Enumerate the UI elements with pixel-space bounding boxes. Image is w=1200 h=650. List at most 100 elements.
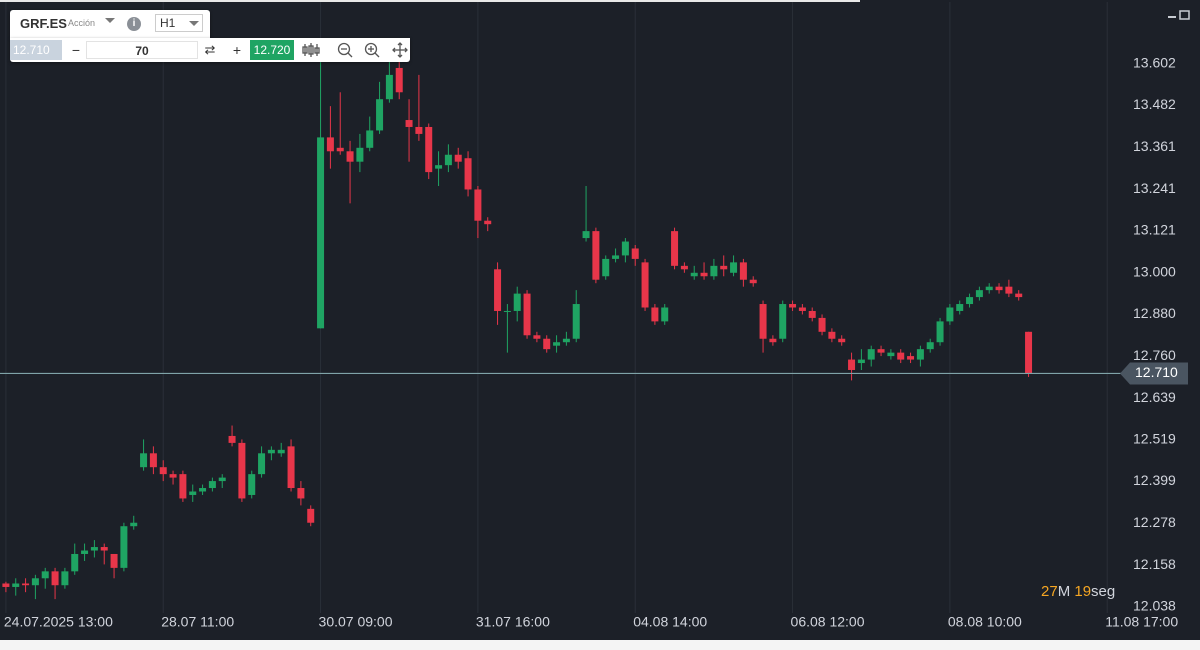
y-tick-label: 13.121 <box>1133 221 1176 237</box>
y-tick-label: 12.038 <box>1133 597 1176 613</box>
chart-type-button[interactable] <box>302 43 320 57</box>
candle-body <box>494 269 502 311</box>
candle-body <box>218 477 226 482</box>
candle-body <box>356 147 364 162</box>
symbol-dropdown[interactable] <box>105 18 115 23</box>
candle-body <box>975 290 983 298</box>
toolbar-top: GRF.ES Acción i H1 <box>10 10 210 38</box>
info-button[interactable]: i <box>127 17 141 31</box>
candle-body <box>680 265 688 270</box>
x-tick-label: 04.08 14:00 <box>633 614 707 630</box>
candle-body <box>287 446 295 489</box>
candle-body <box>621 241 629 256</box>
candle-body <box>848 359 856 370</box>
candle-body <box>71 553 79 572</box>
candle-body <box>936 321 944 343</box>
candle-body <box>690 272 698 277</box>
candle-body <box>248 474 256 495</box>
candle-body <box>376 99 384 131</box>
candle-body <box>51 571 59 586</box>
x-tick-label: 24.07.2025 13:00 <box>4 614 113 630</box>
candle-body <box>159 467 167 475</box>
y-tick-label: 12.158 <box>1133 556 1176 572</box>
zoom-out-button[interactable] <box>337 42 353 58</box>
timeframe-caret <box>189 21 199 26</box>
candle-body <box>258 453 266 475</box>
candle-body <box>425 126 433 173</box>
candle-body <box>838 338 846 343</box>
y-tick-label: 12.880 <box>1133 305 1176 321</box>
bid-price[interactable]: 12.710 <box>10 40 62 60</box>
maximize-icon[interactable] <box>1179 10 1190 20</box>
candle-body <box>385 74 393 100</box>
candle-body <box>592 231 600 280</box>
bottom-strip <box>0 640 1200 650</box>
candle-body <box>1025 331 1033 374</box>
candle-body <box>995 286 1003 291</box>
candle-body <box>199 488 207 492</box>
pan-button[interactable] <box>392 42 408 58</box>
candle-body <box>769 338 777 343</box>
candle-body <box>582 231 590 239</box>
increase-button[interactable]: + <box>232 42 242 58</box>
candle-body <box>720 265 728 270</box>
candle-body <box>877 349 885 353</box>
zoom-in-button[interactable] <box>364 42 380 58</box>
y-tick-label: 12.519 <box>1133 430 1176 446</box>
candle-body <box>631 248 639 259</box>
candle-body <box>366 130 374 148</box>
candle-body <box>553 342 561 346</box>
quantity-input[interactable]: 70 <box>86 41 198 59</box>
decrease-button[interactable]: − <box>71 42 81 58</box>
y-tick-label: 12.399 <box>1133 472 1176 488</box>
ask-price[interactable]: 12.720 <box>250 40 294 60</box>
y-tick-label: 12.278 <box>1133 514 1176 530</box>
countdown-seconds: 19 <box>1074 583 1092 600</box>
y-tick-label: 13.361 <box>1133 138 1176 154</box>
candle-body <box>2 583 10 587</box>
candle-body <box>700 272 708 277</box>
candle-body <box>326 137 334 152</box>
candle-body <box>602 258 610 277</box>
candle-body <box>533 335 541 339</box>
candle-body <box>857 359 865 364</box>
candle-body <box>454 154 462 162</box>
candles <box>2 50 1033 600</box>
candle-body <box>22 583 30 586</box>
candle-body <box>464 158 472 190</box>
last-price-label: 12.710 <box>1135 364 1178 380</box>
candle-body <box>808 310 816 318</box>
candle-body <box>739 262 747 280</box>
timeframe-select[interactable]: H1 <box>155 14 203 32</box>
instrument-type: Acción <box>68 18 96 28</box>
candle-body <box>90 547 98 551</box>
candle-body <box>130 522 138 527</box>
candle-body <box>228 435 236 443</box>
candle-body <box>523 293 531 336</box>
candle-body <box>513 293 521 311</box>
axes: 13.602 13.482 13.361 13.241 13.121 13.000 12.8… <box>0 54 1188 630</box>
minimize-icon[interactable] <box>1168 16 1176 18</box>
candle-body <box>966 297 974 305</box>
candle-body <box>140 453 148 468</box>
symbol[interactable]: GRF.ES <box>20 16 67 31</box>
candle-body <box>297 488 305 499</box>
candle-body <box>307 508 315 523</box>
window-controls[interactable] <box>1168 10 1190 20</box>
candle-body <box>189 491 197 495</box>
x-tick-label: 30.07 09:00 <box>319 614 393 630</box>
candle-body <box>277 449 285 454</box>
candle-body <box>562 338 570 343</box>
candle-body <box>208 481 216 489</box>
swap-button[interactable]: ⇄ <box>204 42 216 57</box>
candle-body <box>484 220 492 225</box>
y-tick-label: 12.639 <box>1133 389 1176 405</box>
candle-body <box>651 307 659 322</box>
candle-body <box>759 304 767 339</box>
countdown-seconds-unit: seg <box>1091 583 1116 600</box>
candle-body <box>100 547 108 551</box>
candle-body <box>641 262 649 308</box>
